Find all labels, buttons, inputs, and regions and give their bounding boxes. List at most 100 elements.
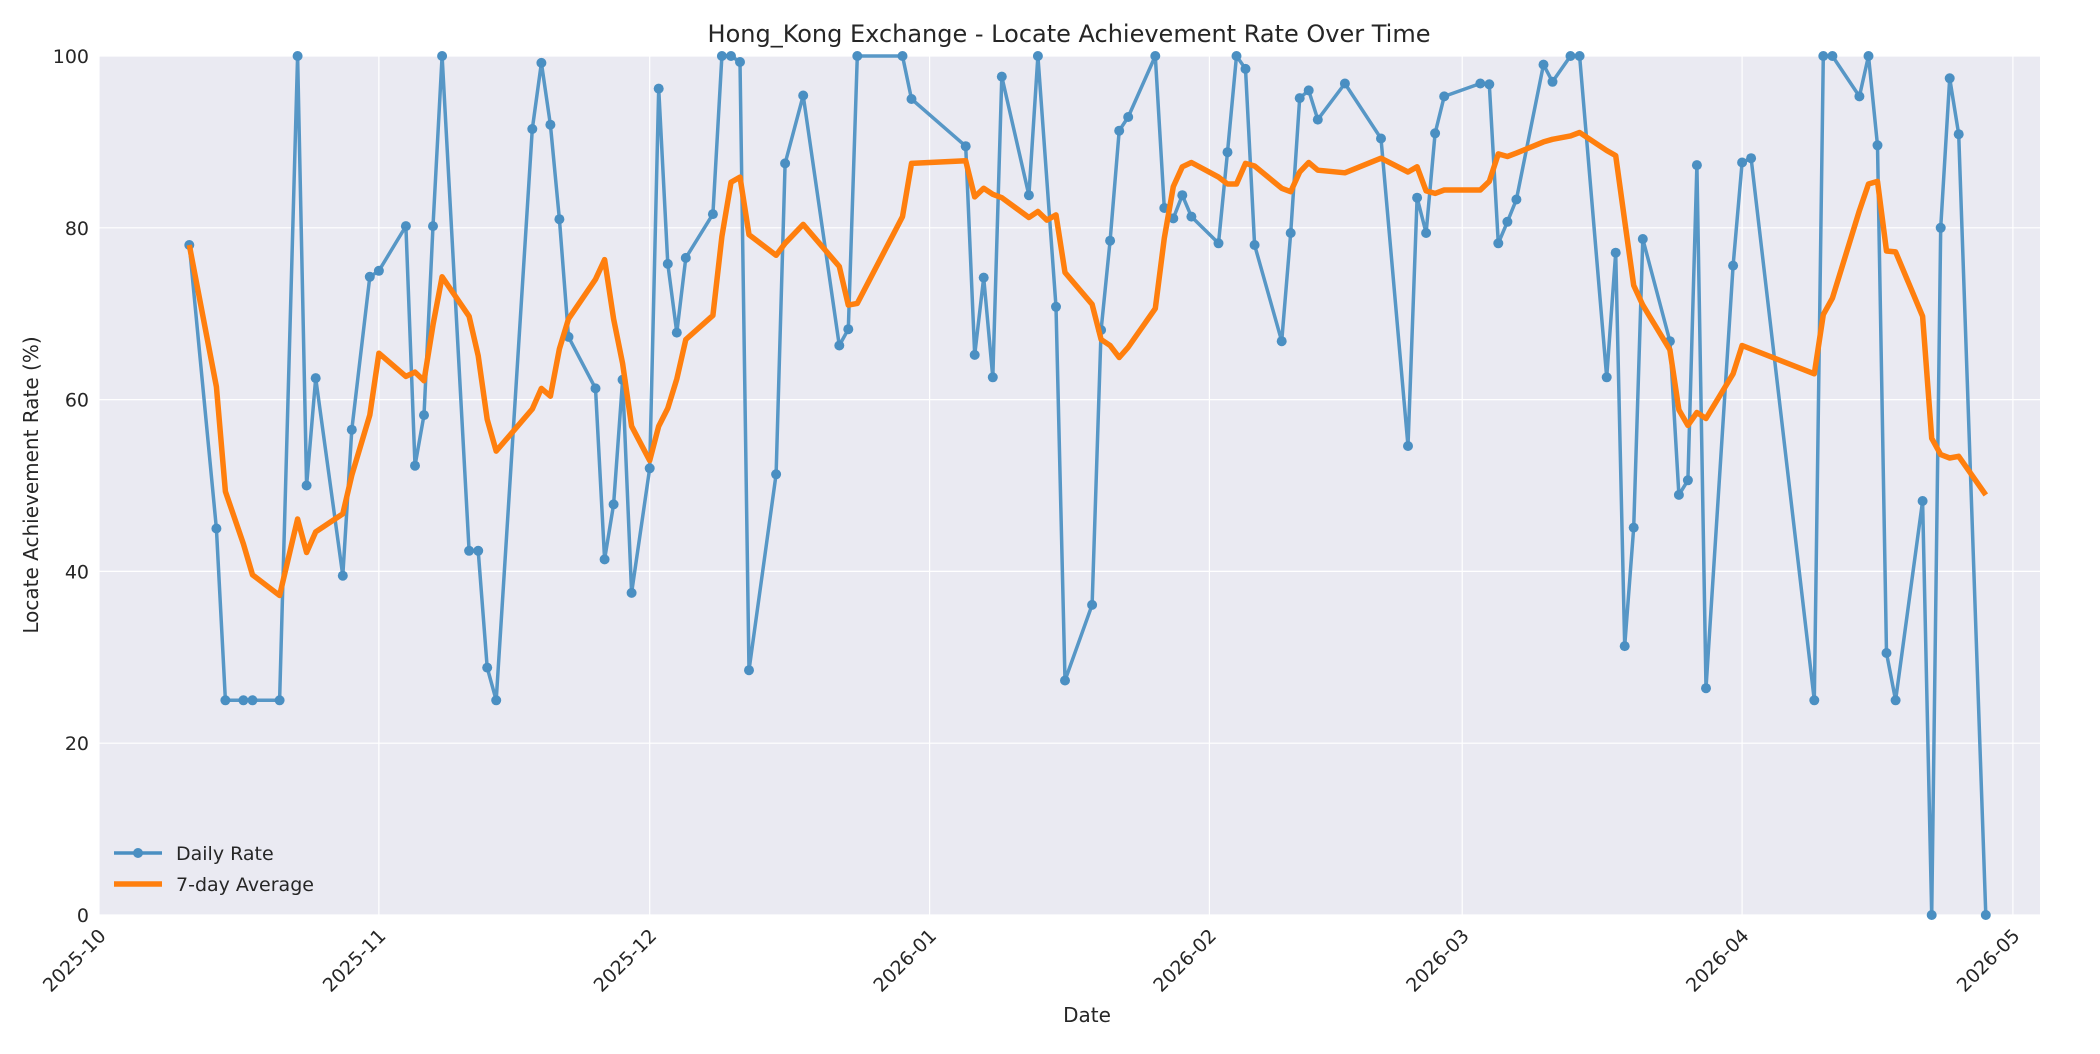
daily-rate-point: [337, 570, 348, 581]
daily-rate-point: [1150, 51, 1161, 61]
y-axis: 0 20 40 60 80 100: [53, 46, 89, 927]
daily-rate-point: [554, 214, 565, 225]
daily-rate-point: [608, 499, 619, 510]
daily-rate-point: [1421, 228, 1432, 238]
daily-rate-point: [644, 463, 655, 474]
daily-rate-point: [1701, 683, 1711, 694]
daily-rate-point: [1673, 489, 1684, 500]
daily-rate-point: [735, 57, 745, 67]
daily-rate-point: [301, 480, 312, 491]
daily-rate-point: [1682, 475, 1693, 486]
daily-rate-point: [1439, 91, 1450, 102]
daily-rate-point: [680, 252, 691, 263]
daily-rate-point: [1294, 93, 1305, 104]
daily-rate-point: [1980, 910, 1991, 920]
daily-rate-point: [1746, 153, 1757, 164]
daily-rate-point: [419, 410, 429, 421]
daily-rate-point: [1403, 441, 1413, 451]
daily-rate-point: [771, 469, 782, 480]
daily-rate-point: [1637, 234, 1648, 244]
daily-rate-point: [1051, 301, 1061, 312]
x-axis-title: Date: [1063, 1003, 1111, 1027]
legend: Daily Rate 7-day Average: [114, 843, 314, 896]
daily-rate-point: [1511, 194, 1522, 205]
daily-rate-point: [310, 373, 321, 384]
daily-rate-point: [238, 695, 249, 706]
daily-rate-point: [1628, 522, 1639, 533]
daily-rate-point: [1177, 190, 1188, 201]
daily-rate-point: [1240, 63, 1251, 74]
daily-rate-point: [1249, 240, 1260, 250]
daily-rate-point: [437, 51, 448, 61]
daily-rate-point: [536, 57, 547, 68]
daily-rate-point: [1222, 147, 1233, 158]
daily-rate-point: [428, 221, 438, 232]
daily-rate-point: [1728, 260, 1739, 271]
daily-rate-point: [1619, 641, 1630, 652]
daily-rate-point: [1060, 675, 1070, 686]
daily-rate-point: [1412, 192, 1423, 203]
daily-rate-point: [798, 90, 809, 101]
daily-rate-point: [464, 545, 475, 556]
legend-marker-daily-rate: [133, 848, 143, 858]
daily-rate-point: [220, 695, 231, 706]
daily-rate-point: [1565, 51, 1576, 61]
daily-rate-point: [1854, 91, 1865, 102]
daily-rate-point: [1953, 129, 1964, 140]
y-tick-label: 80: [65, 218, 89, 240]
daily-rate-point: [1285, 228, 1296, 238]
daily-rate-point: [527, 124, 538, 134]
daily-rate-point: [1312, 114, 1323, 125]
daily-rate-point: [969, 349, 980, 360]
daily-rate-point: [482, 662, 493, 673]
daily-rate-point: [744, 665, 754, 676]
daily-rate-line: [187, 54, 1988, 917]
daily-rate-point: [1023, 190, 1034, 201]
legend-label-7-day-average: 7-day Average: [176, 874, 314, 896]
daily-rate-point: [373, 265, 384, 276]
daily-rate-point: [491, 695, 502, 706]
seven-day-average-line: [186, 129, 1989, 599]
daily-rate-point: [1737, 157, 1748, 168]
daily-rate-point: [780, 158, 791, 169]
daily-rate-point: [1105, 235, 1116, 246]
chart-title: Hong_Kong Exchange - Locate Achievement …: [708, 20, 1431, 48]
daily-rate-point: [1610, 247, 1621, 258]
daily-rate-point: [590, 383, 601, 394]
daily-rate-point: [1303, 85, 1314, 96]
daily-rate-point: [626, 587, 637, 598]
daily-rate-point: [1231, 51, 1242, 61]
daily-rate-point: [1818, 51, 1829, 61]
grid: [98, 55, 2040, 916]
y-tick-label: 60: [65, 390, 89, 412]
daily-rate-point: [1339, 78, 1350, 89]
daily-rate-point: [1538, 59, 1549, 70]
daily-rate-point: [545, 119, 556, 130]
daily-rate-point: [852, 51, 863, 61]
daily-rate-point: [987, 372, 998, 383]
daily-rate-point: [960, 141, 971, 152]
daily-rate-point: [292, 51, 303, 61]
y-tick-label: 100: [53, 46, 89, 68]
daily-rate-point: [843, 324, 854, 335]
daily-rate-point: [1276, 336, 1287, 347]
daily-rate-point: [1087, 599, 1098, 610]
daily-rate-point: [1213, 238, 1224, 249]
daily-rate-point: [364, 271, 375, 282]
daily-rate-point: [1601, 372, 1612, 383]
daily-rate-point: [599, 554, 610, 565]
daily-rate-point: [1881, 648, 1892, 658]
y-tick-label: 20: [65, 733, 89, 755]
daily-rate-point: [726, 51, 736, 61]
daily-rate-point: [1502, 216, 1513, 227]
daily-rate-point: [1944, 73, 1955, 84]
daily-rate-point: [211, 523, 222, 534]
daily-rate-point: [1376, 133, 1386, 144]
daily-rate-point: [716, 51, 727, 61]
daily-rate-point: [897, 51, 908, 61]
daily-rate-point: [1809, 695, 1820, 706]
daily-rate-point: [473, 545, 484, 556]
daily-rate-point: [1186, 211, 1197, 222]
daily-rate-point: [247, 695, 258, 706]
